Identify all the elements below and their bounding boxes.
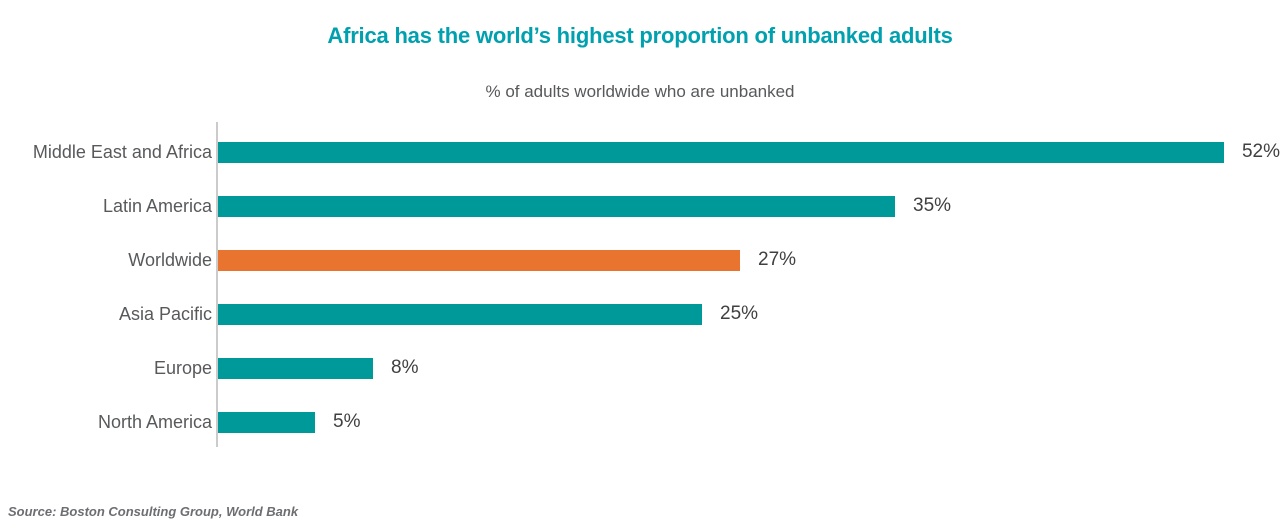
bar-area: 52% — [217, 141, 1280, 163]
value-label: 35% — [913, 195, 952, 216]
bar-area: 35% — [218, 195, 1280, 217]
chart-row: North America 5% — [0, 395, 1280, 449]
category-label: Middle East and Africa — [32, 141, 212, 162]
chart-subtitle: % of adults worldwide who are unbanked — [485, 82, 795, 101]
chart-row: Middle East and Africa 52% — [0, 125, 1280, 179]
category-label: Asia Pacific — [118, 303, 212, 324]
value-label: 27% — [758, 249, 797, 270]
chart-row: Worldwide 27% — [0, 233, 1280, 287]
chart-bar — [218, 411, 315, 433]
chart-row: Europe 8% — [0, 341, 1280, 395]
chart-row: Asia Pacific 25% — [0, 287, 1280, 341]
value-label: 5% — [333, 411, 361, 432]
chart-bar — [217, 141, 1224, 163]
value-label: 8% — [391, 357, 419, 378]
chart-rows: Middle East and Africa 52% Latin America 35… — [0, 125, 1280, 449]
source-note: Source: Boston Consulting Group, World B… — [8, 504, 299, 519]
category-label: Worldwide — [128, 249, 212, 270]
value-label: 25% — [720, 303, 759, 324]
bar-area: 27% — [218, 249, 1280, 271]
bar-chart: Middle East and Africa 52% Latin America 35… — [0, 122, 1280, 449]
bar-area: 8% — [218, 357, 1280, 379]
bar-area: 25% — [218, 303, 1280, 325]
category-label: North America — [97, 411, 212, 432]
bar-area: 5% — [218, 411, 1280, 433]
chart-bar — [218, 195, 895, 217]
y-axis-line — [216, 122, 218, 447]
chart-title: Africa has the world’s highest proportio… — [327, 23, 953, 48]
value-label: 52% — [1241, 141, 1280, 162]
chart-bar — [218, 357, 373, 379]
category-label: Latin America — [102, 195, 212, 216]
chart-bar — [218, 303, 702, 325]
chart-bar — [218, 249, 740, 271]
category-label: Europe — [153, 357, 212, 378]
figure: Africa has the world’s highest proportio… — [0, 23, 1280, 520]
chart-row: Latin America 35% — [0, 179, 1280, 233]
